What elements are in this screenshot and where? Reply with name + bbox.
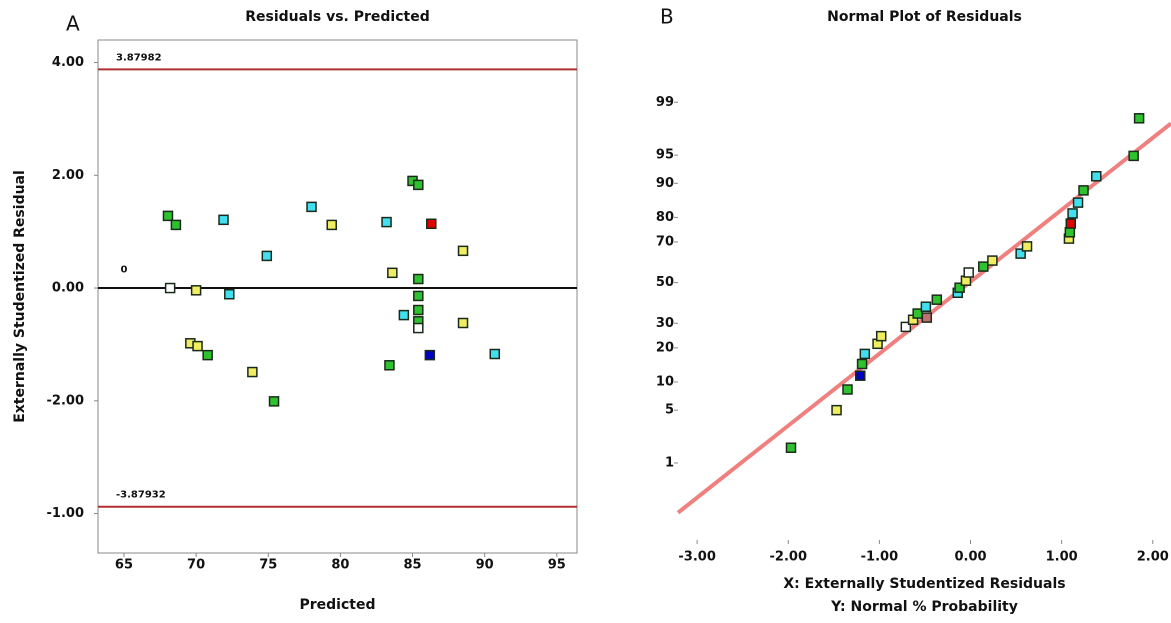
plot-frame [97,39,578,554]
point [164,282,176,294]
y-tick-label: 70 [656,234,674,249]
point [855,370,866,381]
y-tick-label: 5 [665,403,674,418]
point [1128,150,1139,162]
point [426,218,437,230]
point [856,358,868,370]
point [978,261,989,272]
point [268,396,280,407]
point [1133,113,1145,124]
x-tick-label: 0.00 [954,550,986,565]
x-tick-label: 95 [548,558,566,573]
point [1021,241,1033,252]
point [261,250,273,262]
point [413,322,424,334]
point [381,216,392,228]
x-tick-label: 80 [331,558,349,573]
x-axis-title: Predicted [300,597,376,613]
point [1064,227,1076,238]
panel-label: B [660,5,674,29]
x-tick-label: -2.00 [770,550,807,565]
point [457,245,469,257]
y-tick-label: 95 [656,148,674,163]
point [413,273,424,285]
point [1072,197,1084,208]
point [921,312,933,323]
y-tick-label: 20 [656,340,674,355]
point [954,282,965,293]
y-tick-label: -1.00 [47,506,84,521]
point [920,301,932,312]
annotation: 0 [120,264,127,275]
point [162,210,174,222]
point [1091,171,1102,182]
point [218,214,229,226]
point [413,304,424,316]
x-axis-title: X: Externally Studentized Residuals [783,576,1065,592]
x-tick-label: 2.00 [1137,550,1169,565]
x-tick-label: 90 [476,558,494,573]
point [224,288,235,300]
point [931,294,943,305]
point [190,285,202,296]
x-tick-label: 70 [187,558,205,573]
point [900,321,912,333]
y-tick-label: 4.00 [52,55,84,70]
point [457,317,469,329]
x-tick-label: -3.00 [678,550,715,565]
point [875,330,887,342]
point [859,348,871,360]
point [424,349,436,361]
point [170,219,182,231]
point [326,219,337,231]
y-axis-title: Y: Normal % Probability [830,599,1018,615]
y-tick-label: 10 [656,374,674,389]
point [387,267,398,279]
point [785,442,797,453]
point [987,255,998,266]
x-tick-label: 75 [259,558,277,573]
y-tick-label: 99 [656,95,674,110]
x-tick-label: 1.00 [1046,550,1078,565]
y-tick-label: 80 [656,210,674,225]
x-tick-label: 85 [403,558,421,573]
point [384,360,395,371]
y-tick-label: 90 [656,176,674,191]
point [1015,248,1026,259]
point [398,309,410,321]
reference-label: -3.87932 [116,490,166,501]
point [842,384,853,395]
point [1078,185,1089,196]
point [192,340,203,352]
y-tick-label: 2.00 [52,168,84,183]
point [831,404,842,416]
y-tick-label: -2.00 [47,393,84,408]
point [413,290,424,302]
y-axis-title: Externally Studentized Residual [12,170,28,423]
point [1065,218,1077,229]
x-tick-label: 65 [115,558,133,573]
point [247,366,258,378]
point [413,179,424,191]
point [489,348,501,360]
reference-label: 3.87982 [116,52,162,63]
y-tick-label: 1 [665,455,674,470]
panel-label: A [66,12,80,36]
y-tick-label: 0.00 [52,281,84,296]
point [306,201,317,213]
chart-title: Residuals vs. Predicted [245,9,430,25]
point [963,267,974,278]
point [202,349,213,361]
chart-title: Normal Plot of Residuals [827,9,1022,25]
y-tick-label: 30 [656,316,674,331]
point [1067,208,1078,219]
x-tick-label: -1.00 [861,550,898,565]
y-tick-label: 50 [656,275,674,290]
